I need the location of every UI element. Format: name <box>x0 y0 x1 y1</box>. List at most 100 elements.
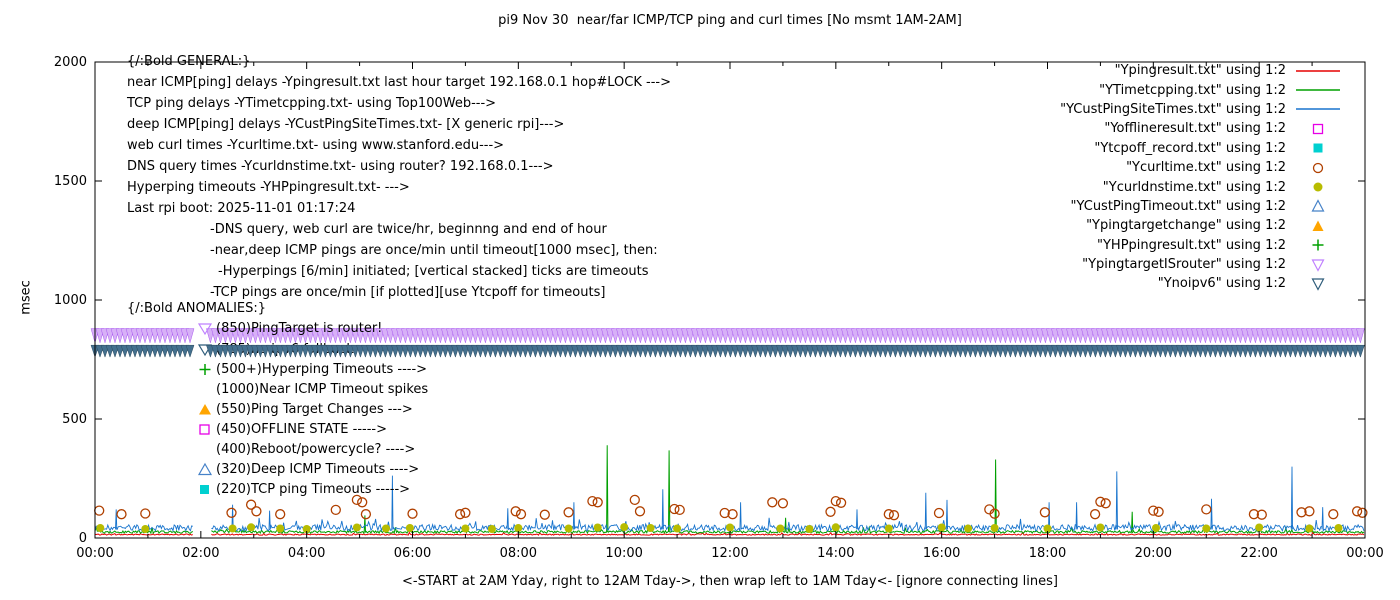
legend-item-ytcpoff-record: "Ytcpoff_record.txt" using 1:2 <box>1060 139 1342 158</box>
filled-square-icon <box>1313 143 1323 153</box>
x-tick-label: 10:00 <box>605 546 642 561</box>
anomalies-heading: {/:Bold ANOMALIES:} <box>127 301 266 316</box>
legend-label: "YTimetcpping.txt" using 1:2 <box>1099 82 1286 98</box>
y-tick-label: 1500 <box>54 174 87 189</box>
series-line-YTimetcpping.txt <box>94 445 1365 535</box>
anomaly-tcp-ping-timeouts: (220)TCP ping Timeouts -----> <box>197 482 410 497</box>
spacer-icon <box>197 382 213 397</box>
legend-item-ycurltime: "Ycurltime.txt" using 1:2 <box>1060 158 1342 177</box>
general-line: -DNS query, web curl are twice/hr, begin… <box>210 222 607 237</box>
annotation-text: TCP ping delays -YTimetcpping.txt- using… <box>127 96 497 111</box>
general-line: -near,deep ICMP pings are once/min until… <box>210 243 658 258</box>
series-line-Ypingresult.txt <box>94 531 1365 536</box>
x-tick-label: 00:00 <box>1346 546 1383 561</box>
general-line: Hyperping timeouts -YHPpingresult.txt- -… <box>127 180 410 195</box>
legend-label: "Ycurldnstime.txt" using 1:2 <box>1102 179 1286 195</box>
annotation-text: deep ICMP[ping] delays -YCustPingSiteTim… <box>127 117 565 132</box>
legend-label: "Ycurltime.txt" using 1:2 <box>1126 160 1286 176</box>
line-sample-icon <box>1296 108 1340 111</box>
legend-item-ypingtargetisrouter: "YpingtargetISrouter" using 1:2 <box>1060 255 1342 274</box>
filled-triangle-icon <box>1312 220 1324 231</box>
legend-item-ytimetcpping: "YTimetcpping.txt" using 1:2 <box>1060 80 1342 99</box>
x-tick-label: 08:00 <box>500 546 537 561</box>
anomaly-ping-target-changes: (550)Ping Target Changes ---> <box>197 402 413 417</box>
filled-circle-icon <box>1313 182 1323 192</box>
legend-label: "Ynoipv6" using 1:2 <box>1157 276 1286 292</box>
general-line: Last rpi boot: 2025-11-01 01:17:24 <box>127 201 355 216</box>
general-line: -Hyperpings [6/min] initiated; [vertical… <box>218 264 649 279</box>
triangle-icon <box>197 462 213 476</box>
legend: "Ypingresult.txt" using 1:2 "YTimetcppin… <box>1060 61 1342 294</box>
annotation-text: (450)OFFLINE STATE -----> <box>216 422 387 437</box>
legend-item-yofflineresult: "Yofflineresult.txt" using 1:2 <box>1060 119 1342 138</box>
legend-label: "YCustPingSiteTimes.txt" using 1:2 <box>1060 101 1286 117</box>
annotation-text: -Hyperpings [6/min] initiated; [vertical… <box>218 264 649 279</box>
annotation-text: -DNS query, web curl are twice/hr, begin… <box>210 222 607 237</box>
annotation-text: (220)TCP ping Timeouts -----> <box>216 482 411 497</box>
y-tick-label: 500 <box>62 412 87 427</box>
filled-square-icon <box>200 485 209 494</box>
annotation-text: -near,deep ICMP pings are once/min until… <box>210 243 658 258</box>
band-YpingtargetISrouter <box>90 328 1365 344</box>
legend-label: "YpingtargetISrouter" using 1:2 <box>1082 257 1286 273</box>
x-tick-label: 14:00 <box>817 546 854 561</box>
spacer-icon <box>197 442 213 457</box>
inv-triangle-icon <box>197 323 213 336</box>
x-tick-label: 18:00 <box>1029 546 1066 561</box>
general-heading: {/:Bold GENERAL:} <box>127 54 250 69</box>
general-line: deep ICMP[ping] delays -YCustPingSiteTim… <box>127 117 564 132</box>
legend-label: "Ypingtargetchange" using 1:2 <box>1086 218 1286 234</box>
chart-title: pi9 Nov 30 near/far ICMP/TCP ping and cu… <box>498 13 962 28</box>
annotation-text: DNS query times -Ycurldnstime.txt- using… <box>127 159 554 174</box>
series-points-Ycurldnstime.txt <box>96 523 1343 533</box>
legend-item-ycurldnstime: "Ycurldnstime.txt" using 1:2 <box>1060 177 1342 196</box>
x-tick-label: 20:00 <box>1135 546 1172 561</box>
legend-item-ypingtargetchange: "Ypingtargetchange" using 1:2 <box>1060 216 1342 235</box>
anomaly-deep-icmp-timeouts: (320)Deep ICMP Timeouts ----> <box>197 462 419 477</box>
y-tick-label: 0 <box>79 531 87 546</box>
legend-item-ycustpingsitetimes: "YCustPingSiteTimes.txt" using 1:2 <box>1060 100 1342 119</box>
plot-border <box>94 61 1366 539</box>
anomaly-hyperping-timeouts: (500+)Hyperping Timeouts ----> <box>197 362 427 377</box>
legend-label: "YHPpingresult.txt" using 1:2 <box>1097 237 1286 253</box>
square-icon <box>199 424 210 435</box>
square-icon <box>1312 123 1324 135</box>
legend-item-ycustpingtimeout: "YCustPingTimeout.txt" using 1:2 <box>1060 197 1342 216</box>
legend-label: "Ypingresult.txt" using 1:2 <box>1114 63 1286 79</box>
anomaly-offline-state: (450)OFFLINE STATE -----> <box>197 422 387 437</box>
inv-triangle-icon <box>1311 278 1325 291</box>
general-line: -TCP pings are once/min [if plotted][use… <box>210 285 605 300</box>
annotation-text: (550)Ping Target Changes ---> <box>216 402 413 417</box>
legend-item-yhppingresult: "YHPpingresult.txt" using 1:2 <box>1060 236 1342 255</box>
general-line: TCP ping delays -YTimetcpping.txt- using… <box>127 96 496 111</box>
x-tick-label: 06:00 <box>394 546 431 561</box>
anomaly-reboot: (400)Reboot/powercycle? ----> <box>197 442 415 457</box>
annotation-text: (320)Deep ICMP Timeouts ----> <box>216 462 420 477</box>
general-line: web curl times -Ycurltime.txt- using www… <box>127 138 504 153</box>
legend-item-ypingresult: "Ypingresult.txt" using 1:2 <box>1060 61 1342 80</box>
annotation-text: (500+)Hyperping Timeouts ----> <box>216 362 428 377</box>
x-tick-label: 16:00 <box>923 546 960 561</box>
annotation-text: Last rpi boot: 2025-11-01 01:17:24 <box>127 201 356 216</box>
band-Ynoipv6 <box>90 344 1365 358</box>
line-sample-icon <box>1296 69 1340 72</box>
triangle-icon <box>1311 199 1325 213</box>
annotation-text: -TCP pings are once/min [if plotted][use… <box>210 285 606 300</box>
x-tick-label: 02:00 <box>182 546 219 561</box>
legend-item-ynoipv6: "Ynoipv6" using 1:2 <box>1060 274 1342 293</box>
annotation-text: (850)PingTarget is router! <box>216 321 383 336</box>
legend-label: "YCustPingTimeout.txt" using 1:2 <box>1070 198 1286 214</box>
annotation-text: {/:Bold GENERAL:} <box>127 54 251 69</box>
triangle-icon <box>199 404 211 415</box>
annotation-text: (1000)Near ICMP Timeout spikes <box>216 382 429 397</box>
x-tick-label: 04:00 <box>288 546 325 561</box>
legend-label: "Ytcpoff_record.txt" using 1:2 <box>1094 140 1286 156</box>
anomaly-near-icmp-spikes: (1000)Near ICMP Timeout spikes <box>197 382 428 397</box>
x-tick-label: 22:00 <box>1240 546 1277 561</box>
axes: 00:00 02:00 04:00 06:00 08:00 10:00 12:00 14:00… <box>54 55 1384 561</box>
inv-triangle-icon <box>1311 258 1325 272</box>
legend-label: "Yofflineresult.txt" using 1:2 <box>1104 121 1286 137</box>
x-tick-label: 12:00 <box>711 546 748 561</box>
